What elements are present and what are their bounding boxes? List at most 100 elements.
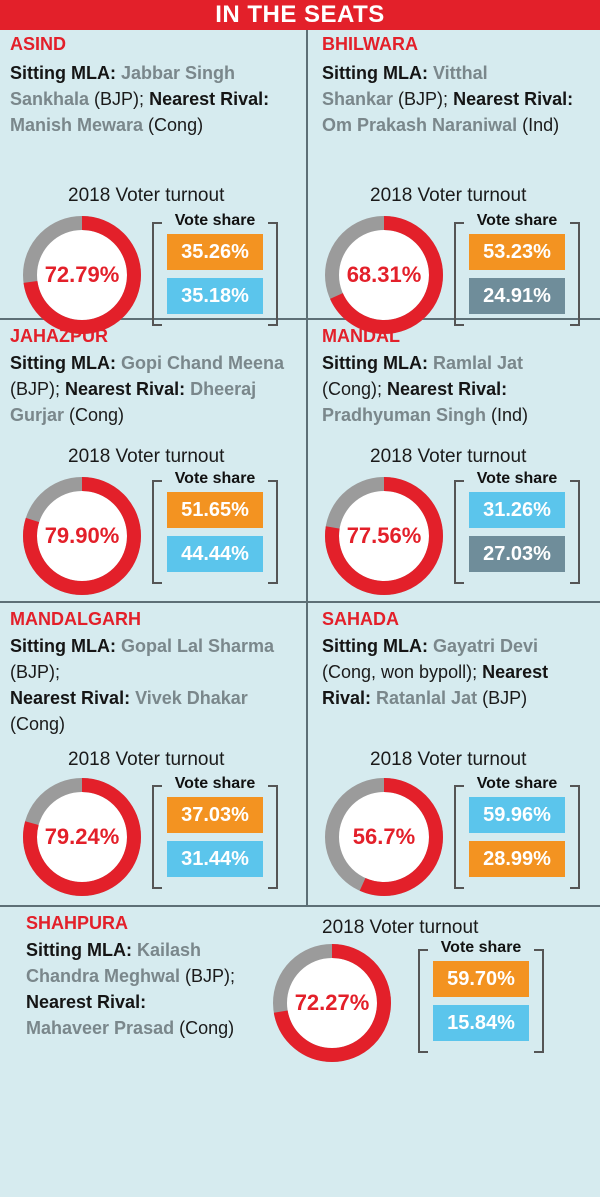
turnout-label: 2018 Voter turnout	[68, 446, 225, 467]
rival-name: Dheeraj	[185, 379, 257, 399]
vote-share-title: Vote share	[454, 775, 580, 793]
turnout-donut: 68.31%	[324, 215, 444, 335]
seat-name: ASIND	[10, 34, 67, 54]
row-divider	[0, 905, 600, 907]
details-line: Manish Mewara (Cong)	[10, 112, 269, 138]
mla-party: (BJP);	[89, 89, 145, 109]
rival-name: Gurjar	[10, 405, 65, 425]
seat-details: Sitting MLA: Ramlal Jat (Cong); Nearest R…	[322, 350, 528, 428]
turnout-donut: 79.24%	[22, 777, 142, 897]
rival-party: (BJP)	[477, 688, 528, 708]
turnout-label: 2018 Voter turnout	[322, 917, 479, 938]
seat-panel: MANDAL Sitting MLA: Ramlal Jat (Cong); Nea…	[308, 320, 600, 610]
turnout-ring	[23, 477, 141, 595]
seat-details: Sitting MLA: Gopal Lal Sharma (BJP); Neare…	[10, 633, 274, 737]
details-line: Sankhala (BJP); Nearest Rival:	[10, 86, 269, 112]
details-line: Sitting MLA: Ramlal Jat	[322, 350, 528, 376]
seat-panel: ASIND Sitting MLA: Jabbar Singh Sankhala (…	[0, 30, 306, 334]
vote-share-bar: 53.23%	[469, 234, 565, 270]
sitting-mla-label: Sitting MLA:	[10, 636, 116, 656]
vote-share-bar: 24.91%	[469, 278, 565, 314]
turnout-label: 2018 Voter turnout	[370, 749, 527, 770]
details-line: Shankar (BJP); Nearest Rival:	[322, 86, 573, 112]
mla-party: (BJP);	[180, 966, 236, 986]
turnout-arc	[23, 778, 141, 896]
details-line: Nearest Rival: Vivek Dhakar	[10, 685, 274, 711]
details-line: Sitting MLA: Kailash	[26, 937, 235, 963]
details-line: Sitting MLA: Gopi Chand Meena	[10, 350, 284, 376]
details-line: (Cong)	[10, 711, 274, 737]
turnout-ring	[325, 216, 443, 334]
seat-name: BHILWARA	[322, 34, 418, 54]
mla-name: Kailash	[131, 940, 202, 960]
seat-name: SHAHPURA	[26, 913, 129, 933]
bracket-right	[268, 785, 278, 889]
turnout-ring	[23, 778, 141, 896]
mla-party: (Cong, won bypoll);	[322, 662, 478, 682]
details-line: Mahaveer Prasad (Cong)	[26, 1015, 235, 1041]
details-line: Sitting MLA: Vitthal	[322, 60, 573, 86]
vote-share-box: Vote share 37.03% 31.44%	[152, 775, 278, 897]
turnout-arc	[325, 216, 443, 334]
nearest-rival-label: Nearest Rival:	[448, 89, 574, 109]
mla-name: Chandra Meghwal	[26, 966, 181, 986]
nearest-rival-label: Nearest Rival:	[26, 992, 147, 1012]
details-line: Pradhyuman Singh (Ind)	[322, 402, 528, 428]
vote-share-box: Vote share 51.65% 44.44%	[152, 470, 278, 592]
seat-panel: SAHADA Sitting MLA: Gayatri Devi (Cong, wo…	[308, 603, 600, 896]
mla-party: (BJP);	[10, 662, 61, 682]
vote-share-bar: 31.44%	[167, 841, 263, 877]
turnout-value: 56.7%	[352, 824, 416, 849]
rival-party: (Cong)	[143, 115, 204, 135]
bracket-left	[418, 949, 428, 1053]
turnout-value: 77.56%	[346, 523, 422, 548]
bracket-left	[454, 480, 464, 584]
sitting-mla-label: Sitting MLA:	[322, 63, 428, 83]
turnout-ring	[325, 477, 443, 595]
seat-panel: BHILWARA Sitting MLA: Vitthal Shankar (BJP…	[308, 30, 600, 334]
mla-name: Gopi Chand Meena	[115, 353, 284, 373]
seat-name: MANDALGARH	[10, 609, 141, 629]
vote-share-bar: 27.03%	[469, 536, 565, 572]
turnout-label: 2018 Voter turnout	[370, 446, 527, 467]
seat-panel: JAHAZPUR Sitting MLA: Gopi Chand Meena (BJ…	[0, 320, 306, 610]
rival-name: Om Prakash Naraniwal	[322, 115, 518, 135]
details-line: (Cong, won bypoll); Nearest	[322, 659, 548, 685]
turnout-donut: 56.7%	[324, 777, 444, 897]
vote-share-bar: 15.84%	[433, 1005, 529, 1041]
turnout-value: 72.79%	[44, 262, 120, 287]
rival-party: (Cong)	[174, 1018, 235, 1038]
mla-party: (BJP);	[10, 379, 61, 399]
mla-party: (Cong);	[322, 379, 383, 399]
rival-name: Pradhyuman Singh	[322, 405, 487, 425]
vote-share-title: Vote share	[454, 470, 580, 488]
vote-share-box: Vote share 59.96% 28.99%	[454, 775, 580, 897]
rival-name: Manish Mewara	[10, 115, 144, 135]
turnout-ring	[325, 778, 443, 896]
seat-name: JAHAZPUR	[10, 326, 109, 346]
turnout-ring	[273, 944, 391, 1062]
turnout-label: 2018 Voter turnout	[370, 185, 527, 206]
seat-details: Sitting MLA: Vitthal Shankar (BJP); Neare…	[322, 60, 573, 138]
vote-share-box: Vote share 31.26% 27.03%	[454, 470, 580, 592]
turnout-donut: 72.79%	[22, 215, 142, 335]
vote-share-bar: 28.99%	[469, 841, 565, 877]
seat-details: Sitting MLA: Jabbar Singh Sankhala (BJP);…	[10, 60, 269, 138]
turnout-arc	[23, 216, 141, 334]
mla-name: Gopal Lal Sharma	[115, 636, 275, 656]
rival-party: (Ind)	[517, 115, 560, 135]
vote-share-bar: 51.65%	[167, 492, 263, 528]
bracket-right	[570, 222, 580, 326]
turnout-donut: 77.56%	[324, 476, 444, 596]
nearest-rival-label: Nearest Rival:	[10, 688, 131, 708]
mla-name: Ramlal Jat	[427, 353, 524, 373]
seat-panel: SHAHPURA Sitting MLA: Kailash Chandra Megh…	[0, 907, 600, 1197]
vote-share-bar: 31.26%	[469, 492, 565, 528]
page-title: IN THE SEATS	[0, 0, 600, 30]
turnout-donut: 72.27%	[272, 943, 392, 1063]
turnout-value: 79.90%	[44, 523, 120, 548]
column-divider	[306, 30, 308, 906]
turnout-arc	[273, 944, 391, 1062]
turnout-label: 2018 Voter turnout	[68, 749, 225, 770]
turnout-arc	[325, 778, 443, 896]
